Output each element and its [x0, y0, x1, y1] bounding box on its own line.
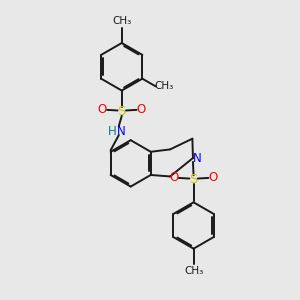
Text: S: S: [118, 105, 126, 118]
Text: N: N: [193, 152, 202, 164]
Text: CH₃: CH₃: [154, 81, 174, 92]
Text: S: S: [189, 173, 198, 186]
Text: H: H: [108, 125, 116, 138]
Text: CH₃: CH₃: [113, 16, 132, 26]
Text: N: N: [116, 125, 125, 138]
Text: O: O: [98, 103, 107, 116]
Text: O: O: [208, 171, 218, 184]
Text: CH₃: CH₃: [184, 266, 203, 276]
Text: O: O: [169, 171, 178, 184]
Text: O: O: [137, 103, 146, 116]
